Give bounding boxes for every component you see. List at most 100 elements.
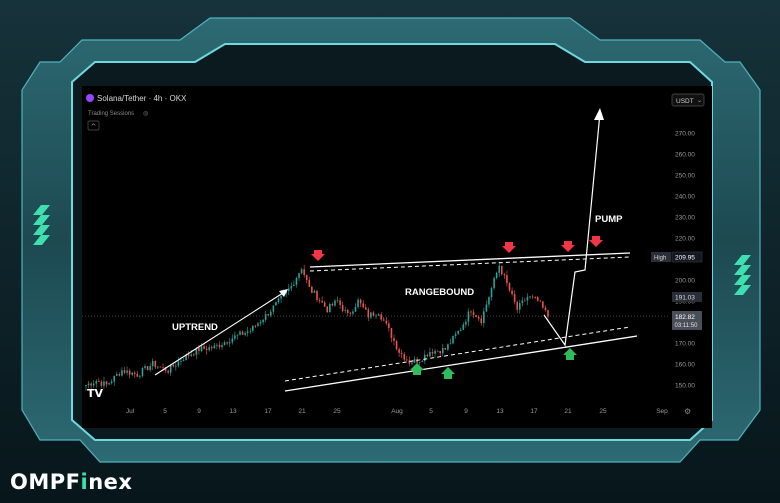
rangebound-label: RANGEBOUND xyxy=(405,287,474,298)
candle-bull xyxy=(287,288,290,291)
candle-bull xyxy=(454,333,457,336)
candle-bull xyxy=(103,381,105,386)
candle-bull xyxy=(483,311,485,324)
x-tick-label: Aug xyxy=(391,408,403,415)
candle-bear xyxy=(501,265,503,275)
candle-bear xyxy=(305,275,308,281)
x-tick-label: Sep xyxy=(656,408,668,415)
candle-bull xyxy=(280,296,282,299)
candle-bull xyxy=(352,311,354,314)
candle-bear xyxy=(359,299,362,304)
candle-bull xyxy=(249,330,252,332)
candle-bear xyxy=(349,313,352,314)
resistance-dashed-line xyxy=(309,256,631,272)
candle-bear xyxy=(193,354,195,356)
candle-bear xyxy=(308,280,311,287)
candle-bear xyxy=(339,300,341,305)
candle-bull xyxy=(300,269,303,274)
arrow-heads xyxy=(279,108,604,297)
candle-bull xyxy=(234,335,236,339)
pump-projection-line xyxy=(543,112,601,347)
x-tick-label: Jul xyxy=(126,408,135,415)
chart-area xyxy=(82,86,712,428)
candle-bull xyxy=(290,285,293,289)
candle-bull xyxy=(488,297,490,305)
candle-bull xyxy=(421,361,424,363)
candle-bull xyxy=(277,298,280,303)
x-axis: Jul 5 9 13 17 21 25 Aug 5 9 13 17 21 25 Sep xyxy=(126,408,668,415)
candle-bull xyxy=(141,368,144,376)
candle-bull xyxy=(195,347,198,355)
candle-bear xyxy=(254,325,257,327)
y-tick-label: 270.00 xyxy=(675,131,695,138)
candle-bull xyxy=(246,331,249,333)
collapse-button[interactable] xyxy=(87,120,100,131)
candle-bear xyxy=(393,338,395,341)
candle-bull xyxy=(139,375,141,377)
candle-bull xyxy=(293,284,295,286)
candle-bear xyxy=(167,370,169,373)
candle-bull xyxy=(216,344,218,346)
candle-bull xyxy=(411,362,413,364)
candle-bear xyxy=(382,319,385,321)
candle-bear xyxy=(105,381,108,385)
high-value: 209.95 xyxy=(675,255,695,262)
candle-bear xyxy=(205,348,208,351)
candle-bull xyxy=(236,334,239,336)
green-up-arrow-icon xyxy=(410,363,424,375)
y-tick-label: 150.00 xyxy=(675,383,695,390)
eye-icon[interactable]: ◎ xyxy=(143,110,148,117)
red-down-arrow-icon xyxy=(311,250,325,261)
currency-selector[interactable]: USDT ⌄ xyxy=(671,93,705,107)
support-line xyxy=(284,335,638,392)
candle-bull xyxy=(180,360,182,362)
candle-bull xyxy=(272,305,275,312)
candle-bull xyxy=(177,361,180,366)
candle-bear xyxy=(303,269,305,276)
chevron-down-icon: ⌄ xyxy=(697,97,702,104)
gear-icon[interactable]: ⚙ xyxy=(684,407,691,416)
candle-bull xyxy=(518,303,521,310)
candle-bear xyxy=(385,320,388,324)
candle-bull xyxy=(418,362,421,363)
candle-bear xyxy=(118,374,121,376)
candle-bull xyxy=(239,331,241,335)
candle-bull xyxy=(175,365,177,367)
candle-bull xyxy=(447,344,449,350)
candle-bear xyxy=(416,358,418,363)
candle-bear xyxy=(90,383,92,386)
uptrend-arrowhead-icon xyxy=(279,289,288,297)
candle-bear xyxy=(341,304,344,311)
candle-bull xyxy=(244,332,246,335)
candle-bull xyxy=(144,366,146,369)
candle-bear xyxy=(331,304,334,306)
brand-name-i: i xyxy=(80,470,89,494)
candle-bear xyxy=(398,349,400,353)
candle-bull xyxy=(131,372,133,375)
symbol-header[interactable]: Solana/Tether · 4h · OKX xyxy=(86,94,187,103)
candle-bull xyxy=(126,370,128,373)
candle-bear xyxy=(472,312,475,315)
candle-bull xyxy=(375,315,377,317)
candle-bear xyxy=(321,300,323,303)
candle-bear xyxy=(431,352,434,354)
candle-bear xyxy=(547,310,549,317)
uptrend-label: UPTREND xyxy=(172,322,218,333)
candle-bull xyxy=(493,277,495,289)
collapse-chevron-icon: ^ xyxy=(91,123,97,131)
x-tick-label: 5 xyxy=(163,408,167,415)
candle-bear xyxy=(534,296,536,298)
candle-bear xyxy=(162,366,164,368)
trading-sessions-label[interactable]: Trading Sessions xyxy=(88,111,134,117)
x-tick-label: 17 xyxy=(530,408,538,415)
candle-bull xyxy=(490,288,493,298)
candle-bull xyxy=(264,314,267,320)
candle-bull xyxy=(223,342,226,346)
green-markers xyxy=(410,348,577,379)
candle-bear xyxy=(98,381,100,382)
tradingview-logo-icon: TV xyxy=(87,387,104,400)
green-up-arrow-icon xyxy=(441,367,455,379)
candle-bull xyxy=(449,343,452,345)
x-tick-label: 5 xyxy=(429,408,433,415)
